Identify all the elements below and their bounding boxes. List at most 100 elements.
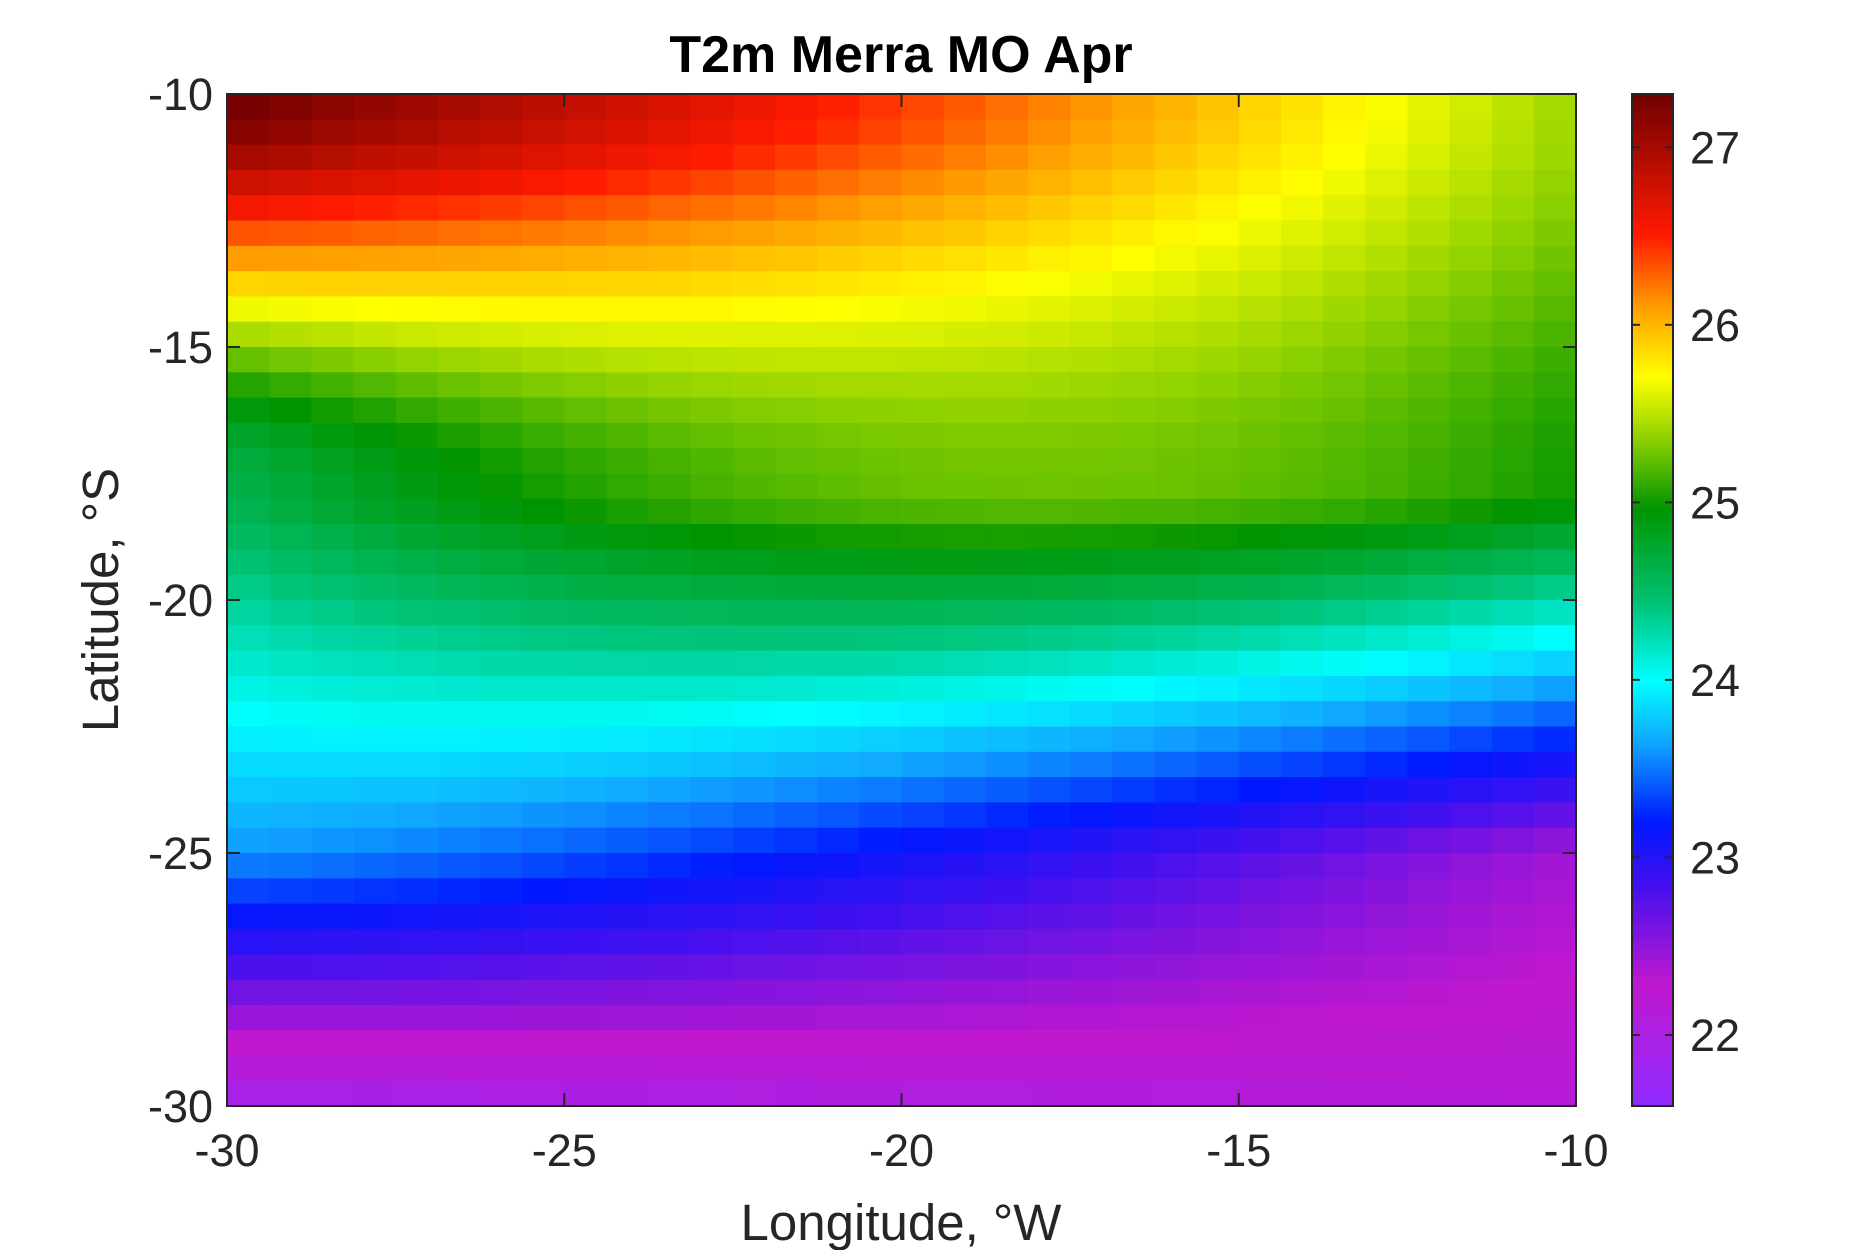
heatmap-cell (522, 777, 565, 803)
heatmap-cell (606, 751, 650, 778)
colorbar-tick-labels: 22 23 24 25 26 27 (1690, 122, 1740, 1061)
heatmap-cell (269, 802, 312, 829)
heatmap-cell (353, 169, 397, 196)
heatmap-cell (606, 1055, 650, 1082)
x-tick-label: -25 (532, 1125, 597, 1176)
heatmap-cell (817, 296, 860, 323)
heatmap-cell (1154, 473, 1198, 500)
heatmap-cell (943, 372, 987, 399)
heatmap-cell (1238, 422, 1282, 449)
heatmap-cell (1027, 600, 1071, 626)
heatmap-cell (690, 853, 734, 879)
heatmap-cell (1027, 524, 1071, 550)
heatmap-cell (1027, 473, 1071, 500)
heatmap-cell (1449, 751, 1493, 778)
heatmap-cell (1238, 954, 1282, 981)
heatmap-cell (522, 802, 565, 829)
heatmap-cell (985, 245, 1029, 272)
heatmap-cell (395, 853, 439, 879)
heatmap-cell (817, 1030, 860, 1056)
heatmap-cell (943, 777, 987, 803)
heatmap-cell (395, 625, 439, 652)
heatmap-cell (1449, 928, 1493, 955)
heatmap-cell (943, 675, 987, 702)
heatmap-cell (1407, 726, 1451, 753)
heatmap-cell (901, 119, 945, 146)
heatmap-cell (1154, 195, 1198, 222)
heatmap-cell (859, 498, 903, 525)
heatmap-cell (648, 1030, 692, 1056)
heatmap-cell (1280, 372, 1324, 399)
heatmap-cell (479, 928, 523, 955)
heatmap-cell (1154, 625, 1198, 652)
heatmap-cell (1154, 372, 1198, 399)
heatmap-cell (227, 549, 270, 576)
heatmap-cell (522, 321, 565, 348)
heatmap-cell (1323, 903, 1366, 930)
heatmap-cell (1323, 144, 1366, 171)
heatmap-cell (311, 625, 355, 652)
heatmap-cell (943, 701, 987, 728)
heatmap-cell (1280, 751, 1324, 778)
heatmap-cell (437, 498, 481, 525)
heatmap-cell (1533, 94, 1577, 120)
heatmap-cell (1280, 271, 1324, 297)
heatmap-cell (901, 903, 945, 930)
heatmap-cell (648, 144, 692, 171)
heatmap-cell (437, 802, 481, 829)
heatmap-cell (1112, 245, 1156, 272)
heatmap-cell (1070, 498, 1113, 525)
heatmap-cell (1365, 195, 1408, 222)
heatmap-cell (1070, 94, 1113, 120)
heatmap-cell (1027, 422, 1071, 449)
heatmap-cell (732, 473, 776, 500)
heatmap-cell (437, 827, 481, 854)
heatmap-cell (943, 650, 987, 677)
heatmap-cell (606, 903, 650, 930)
heatmap-cell (775, 903, 818, 930)
heatmap-cell (859, 827, 903, 854)
heatmap-cell (1491, 245, 1535, 272)
heatmap-cell (1323, 853, 1366, 879)
heatmap-cell (1533, 119, 1577, 146)
heatmap-cell (353, 321, 397, 348)
heatmap-cell (269, 220, 312, 247)
heatmap-cell (1112, 524, 1156, 550)
heatmap-cell (1027, 827, 1071, 854)
heatmap-cell (1407, 549, 1451, 576)
heatmap-cell (943, 625, 987, 652)
heatmap-cell (985, 498, 1029, 525)
heatmap-cell (269, 169, 312, 196)
heatmap-cell (522, 827, 565, 854)
heatmap-cell (732, 954, 776, 981)
heatmap-cell (311, 1030, 355, 1056)
heatmap-cell (901, 296, 945, 323)
heatmap-cell (1533, 574, 1577, 601)
heatmap-cell (606, 372, 650, 399)
heatmap-cell (690, 777, 734, 803)
heatmap-cell (817, 473, 860, 500)
heatmap-cell (479, 245, 523, 272)
heatmap-cell (1112, 802, 1156, 829)
heatmap-cell (227, 473, 270, 500)
heatmap-cell (985, 271, 1029, 297)
heatmap-cell (985, 928, 1029, 955)
heatmap-cell (775, 574, 818, 601)
heatmap-cell (395, 498, 439, 525)
heatmap-cell (311, 473, 355, 500)
heatmap-cell (775, 701, 818, 728)
heatmap-cell (269, 928, 312, 955)
heatmap-cell (522, 675, 565, 702)
heatmap-cell (859, 549, 903, 576)
heatmap-cell (648, 827, 692, 854)
heatmap-cell (1365, 271, 1408, 297)
heatmap-cell (1027, 726, 1071, 753)
heatmap-cell (943, 574, 987, 601)
heatmap-cell (1196, 574, 1240, 601)
heatmap-cell (395, 372, 439, 399)
heatmap-cell (1407, 1030, 1451, 1056)
heatmap-cell (311, 903, 355, 930)
heatmap-cell (1027, 498, 1071, 525)
heatmap-cell (859, 878, 903, 905)
heatmap-cell (1070, 574, 1113, 601)
